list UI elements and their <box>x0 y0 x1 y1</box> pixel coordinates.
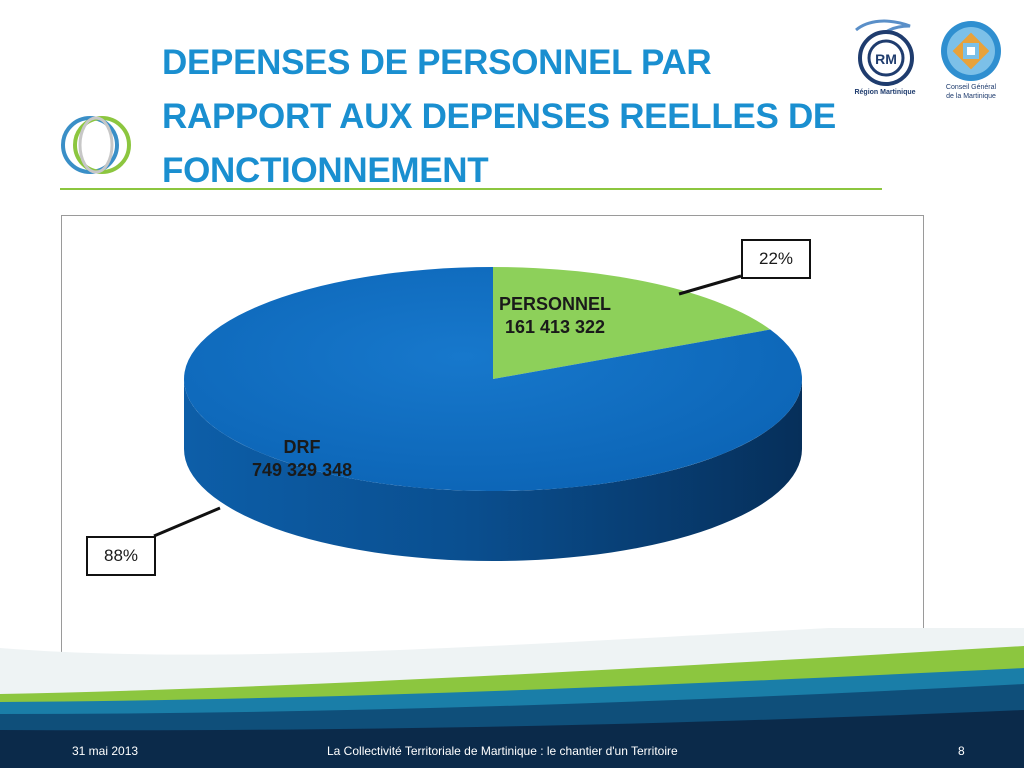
slice-value-drf: 749 329 348 <box>252 460 353 480</box>
pie-chart <box>153 267 803 561</box>
cg-logo-caption-line-2: de la Martinique <box>946 93 996 100</box>
leader-line-personnel <box>678 274 742 296</box>
slice-name-personnel: PERSONNEL <box>499 294 612 314</box>
slide-title-line-3: FONCTIONNEMENT <box>162 151 489 190</box>
slice-label-personnel: PERSONNEL 161 413 322 <box>499 293 611 339</box>
region-logo-caption: Région Martinique <box>854 89 916 96</box>
conseil-general-logo: Conseil Général de la Martinique <box>936 18 1006 104</box>
leader-line-drf <box>153 506 221 538</box>
slide-title-line-2: RAPPORT AUX DEPENSES REELLES DE <box>162 97 836 136</box>
cg-logo-caption-line-1: Conseil Général <box>945 84 997 91</box>
rings-logo-icon <box>61 116 131 174</box>
footer-wave-decoration <box>0 628 1024 768</box>
cg-emblem-icon <box>941 21 1001 81</box>
slice-name-drf: DRF <box>283 437 321 457</box>
slice-value-personnel: 161 413 322 <box>504 317 606 337</box>
callout-personnel-percent: 22% <box>741 239 811 279</box>
footer-subtitle: La Collectivité Territoriale de Martiniq… <box>327 744 678 758</box>
pie-slice-drf <box>184 267 803 492</box>
slide-title: DEPENSES DE PERSONNEL PAR RAPPORT AUX DE… <box>162 36 862 198</box>
chart-frame: PERSONNEL 161 413 322 DRF 749 329 348 22… <box>61 215 924 667</box>
slide-title-line-1: DEPENSES DE PERSONNEL PAR <box>162 43 712 82</box>
region-martinique-logo: RM Région Martinique <box>848 18 922 104</box>
region-emblem-icon: RM <box>855 19 914 86</box>
slice-label-drf: DRF 749 329 348 <box>252 436 352 482</box>
pie-slice-personnel <box>493 267 771 379</box>
title-divider <box>60 188 882 190</box>
pie-side-drf <box>184 379 802 561</box>
footer-date: 31 mai 2013 <box>72 744 139 758</box>
callout-drf-percent: 88% <box>86 536 156 576</box>
footer-page-number: 8 <box>958 744 965 758</box>
svg-text:RM: RM <box>875 51 897 67</box>
